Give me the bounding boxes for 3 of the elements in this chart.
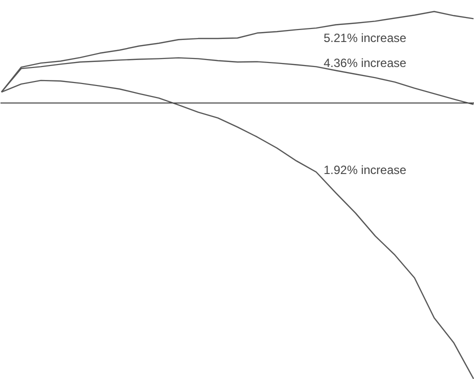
annotation: 4.36% increase bbox=[324, 56, 407, 70]
annotation: 5.21% increase bbox=[324, 30, 407, 45]
annotation: 1.92% increase bbox=[324, 163, 407, 178]
